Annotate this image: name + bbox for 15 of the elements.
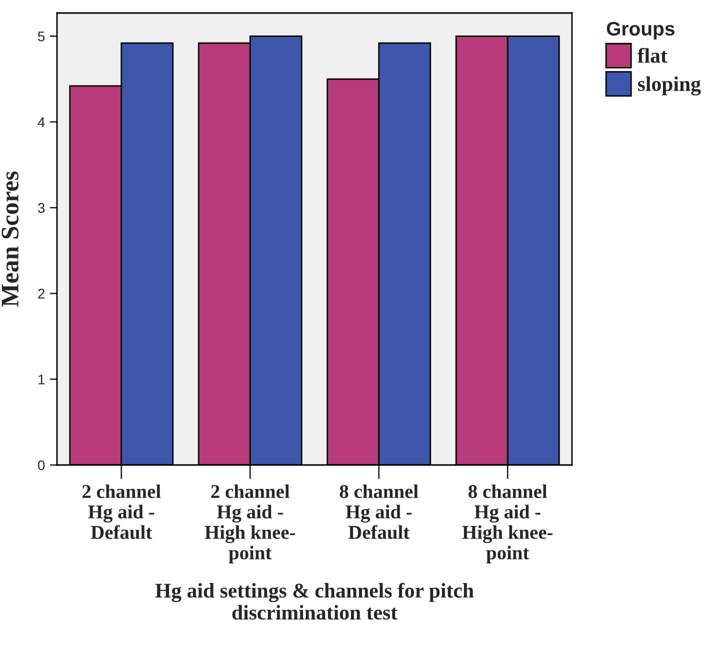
y-tick-label: 2 [38, 288, 44, 298]
legend-label: flat [637, 48, 668, 63]
y-tick-label: 5 [38, 32, 45, 42]
legend-label: sloping [638, 76, 701, 96]
x-tick-label: 2 channel Hg aid - High knee- point [204, 484, 296, 564]
y-tick-label: 3 [38, 203, 45, 213]
x-tick-label: 8 channel Hg aid - High knee- point [462, 484, 553, 564]
y-axis-title: Mean Scores [2, 171, 19, 307]
y-tick-label: 0 [38, 460, 45, 470]
y-tick-label: 4 [38, 117, 45, 127]
x-tick-label: 2 channel Hg aid - Default [82, 484, 161, 539]
x-tick-label: 8 channel Hg aid - Default [340, 484, 418, 539]
y-tick-label: 1 [38, 374, 45, 384]
legend-title: Groups [606, 22, 674, 40]
x-axis-title: Hg aid settings & channels for pitch discrimination test [155, 582, 474, 620]
